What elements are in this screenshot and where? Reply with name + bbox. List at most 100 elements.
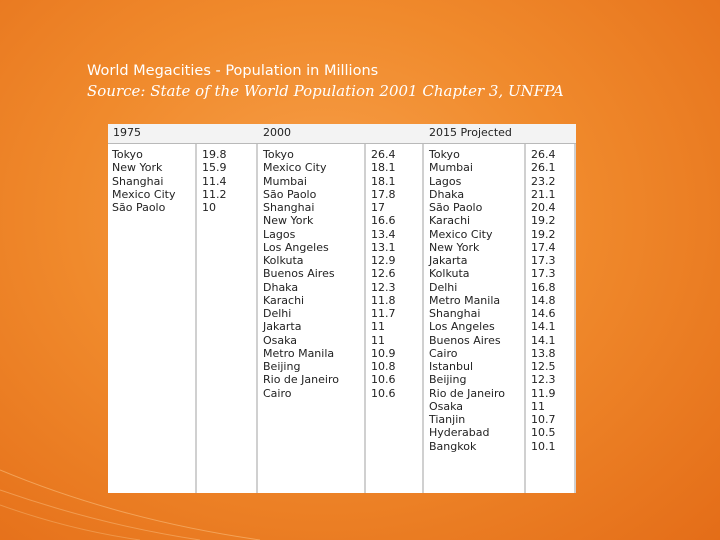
header-2015-projected: 2015 Projected <box>429 126 512 139</box>
table-cell: 23.2 <box>531 174 556 188</box>
table-cell: 11.4 <box>202 174 227 188</box>
table-cell: 11.9 <box>531 386 556 400</box>
table-cell: 14.1 <box>531 320 556 334</box>
table-cell: 14.1 <box>531 333 556 347</box>
table-cell: 21.1 <box>531 187 556 201</box>
col-1975-values: 19.8 15.9 11.4 11.2 10 <box>198 144 258 493</box>
table-cell: Karachi <box>263 293 305 307</box>
table-cell: 17.4 <box>531 240 556 254</box>
table-cell: Rio de Janeiro <box>429 386 505 400</box>
table-cell: Jakarta <box>263 320 302 334</box>
table-cell: New York <box>112 161 163 175</box>
table-cell: 20.4 <box>531 201 556 214</box>
table-cell: Delhi <box>429 280 458 294</box>
table-cell: 10.6 <box>371 373 396 387</box>
table-cell: 17.3 <box>531 267 556 281</box>
table-cell: Shanghai <box>263 201 315 214</box>
table-cell: Dhaka <box>429 187 465 201</box>
table-cell: 13.8 <box>531 346 556 360</box>
table-cell: 15.9 <box>202 161 227 175</box>
table-cell: 10.8 <box>371 360 396 373</box>
table-cell: Kolkuta <box>429 267 470 281</box>
table-cell: 13.1 <box>371 240 396 254</box>
table-cell: Tokyo <box>112 148 143 161</box>
table-cell: 18.1 <box>371 174 396 188</box>
table-cell: 14.6 <box>531 307 556 320</box>
table-cell: Shanghai <box>112 174 164 188</box>
table-cell: 14.8 <box>531 293 556 307</box>
table-cell: 10.6 <box>371 386 396 400</box>
table-cell: 11 <box>371 320 385 334</box>
table-cell: 26.1 <box>531 161 556 175</box>
table-cell: 11.7 <box>371 307 396 320</box>
table-cell: São Paolo <box>429 201 483 214</box>
table-cell: 16.8 <box>531 280 556 294</box>
megacities-table: 1975 2000 2015 Projected Tokyo New York Sh… <box>108 124 576 493</box>
table-cell: Beijing <box>263 360 301 373</box>
table-cell: Kolkuta <box>263 254 304 267</box>
table-cell: Osaka <box>263 333 298 347</box>
table-cell: 10.1 <box>531 439 556 453</box>
table-cell: 11.2 <box>202 187 227 201</box>
table-cell: Los Angeles <box>429 320 495 334</box>
table-cell: Metro Manila <box>263 346 335 360</box>
table-cell: 10.5 <box>531 426 556 440</box>
table-cell: 11 <box>371 333 385 347</box>
table-cell: Tokyo <box>429 148 460 161</box>
value-list: 26.4 18.1 18.1 17.8 17 16.6 13.4 13.1 12.9 12.6 12… <box>367 144 422 400</box>
col-2015-cities: Tokyo Mumbai Lagos Dhaka São Paolo Karachi Mex… <box>425 144 526 493</box>
table-cell: Bangkok <box>429 439 477 453</box>
table-cell: Rio de Janeiro <box>263 373 339 387</box>
table-cell: 19.2 <box>531 227 556 241</box>
table-cell: Mexico City <box>112 187 176 201</box>
table-cell: Mexico City <box>429 227 493 241</box>
table-cell: Los Angeles <box>263 240 329 254</box>
table-cell: 19.8 <box>202 148 227 161</box>
table-cell: Hyderabad <box>429 426 490 440</box>
slide-subtitle: Source: State of the World Population 20… <box>87 82 564 100</box>
table-cell: Buenos Aires <box>429 333 501 347</box>
table-cell: 26.4 <box>371 148 396 161</box>
table-cell: Lagos <box>429 174 462 188</box>
table-cell: 17.8 <box>371 187 396 201</box>
table-cell: Mumbai <box>263 174 307 188</box>
table-cell: 12.3 <box>531 373 556 387</box>
table-cell: Delhi <box>263 307 292 320</box>
col-2000-cities: Tokyo Mexico City Mumbai São Paolo Shanghai N… <box>259 144 366 493</box>
table-header-row: 1975 2000 2015 Projected <box>108 124 576 144</box>
table-cell: 11.8 <box>371 293 396 307</box>
table-cell: Karachi <box>429 214 471 228</box>
city-list: Tokyo New York Shanghai Mexico City São Paol… <box>108 144 195 214</box>
table-cell: 12.3 <box>371 280 396 294</box>
table-cell: 18.1 <box>371 161 396 175</box>
col-2015-values: 26.4 26.1 23.2 21.1 20.4 19.2 19.2 17.4 17.3 17.3… <box>527 144 576 493</box>
value-list: 19.8 15.9 11.4 11.2 10 <box>198 144 256 214</box>
city-list: Tokyo Mumbai Lagos Dhaka São Paolo Karachi Mex… <box>425 144 524 453</box>
table-cell: Cairo <box>263 386 292 400</box>
table-cell: 10 <box>202 201 216 214</box>
table-cell: 17.3 <box>531 254 556 267</box>
table-cell: 10.7 <box>531 413 556 426</box>
table-cell: 17 <box>371 201 385 214</box>
table-cell: 10.9 <box>371 346 396 360</box>
table-cell: Buenos Aires <box>263 267 335 281</box>
table-cell: 12.6 <box>371 267 396 281</box>
table-cell: Jakarta <box>429 254 468 267</box>
table-cell: Lagos <box>263 227 296 241</box>
table-cell: Dhaka <box>263 280 299 294</box>
table-cell: Tokyo <box>263 148 294 161</box>
table-cell: Tianjin <box>429 413 466 426</box>
table-cell: São Paolo <box>263 187 317 201</box>
table-cell: New York <box>263 214 314 228</box>
city-list: Tokyo Mexico City Mumbai São Paolo Shanghai N… <box>259 144 364 400</box>
table-cell: Mexico City <box>263 161 327 175</box>
table-cell: 26.4 <box>531 148 556 161</box>
col-2000-values: 26.4 18.1 18.1 17.8 17 16.6 13.4 13.1 12.9 12.6 12… <box>367 144 424 493</box>
table-cell: Istanbul <box>429 360 474 373</box>
col-1975-cities: Tokyo New York Shanghai Mexico City São Paol… <box>108 144 197 493</box>
table-cell: 12.9 <box>371 254 396 267</box>
value-list: 26.4 26.1 23.2 21.1 20.4 19.2 19.2 17.4 17.3 17.3… <box>527 144 574 453</box>
header-2000: 2000 <box>263 126 291 139</box>
table-cell: Shanghai <box>429 307 481 320</box>
table-cell: Mumbai <box>429 161 473 175</box>
